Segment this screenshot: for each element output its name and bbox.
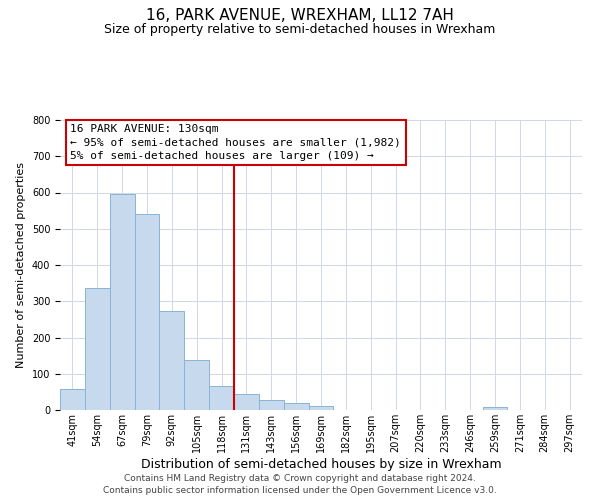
Text: Contains HM Land Registry data © Crown copyright and database right 2024.
Contai: Contains HM Land Registry data © Crown c… <box>103 474 497 495</box>
Bar <box>284 403 308 410</box>
Bar <box>110 194 134 410</box>
Y-axis label: Number of semi-detached properties: Number of semi-detached properties <box>16 162 26 368</box>
Bar <box>482 407 508 410</box>
Bar <box>308 406 334 410</box>
Bar <box>184 360 209 410</box>
Bar <box>209 386 234 410</box>
Text: Size of property relative to semi-detached houses in Wrexham: Size of property relative to semi-detach… <box>104 22 496 36</box>
X-axis label: Distribution of semi-detached houses by size in Wrexham: Distribution of semi-detached houses by … <box>140 458 502 470</box>
Bar <box>259 400 284 410</box>
Bar <box>60 390 85 410</box>
Bar <box>160 310 184 410</box>
Bar <box>134 214 160 410</box>
Text: 16, PARK AVENUE, WREXHAM, LL12 7AH: 16, PARK AVENUE, WREXHAM, LL12 7AH <box>146 8 454 22</box>
Text: 16 PARK AVENUE: 130sqm
← 95% of semi-detached houses are smaller (1,982)
5% of s: 16 PARK AVENUE: 130sqm ← 95% of semi-det… <box>70 124 401 161</box>
Bar <box>85 288 110 410</box>
Bar <box>234 394 259 410</box>
